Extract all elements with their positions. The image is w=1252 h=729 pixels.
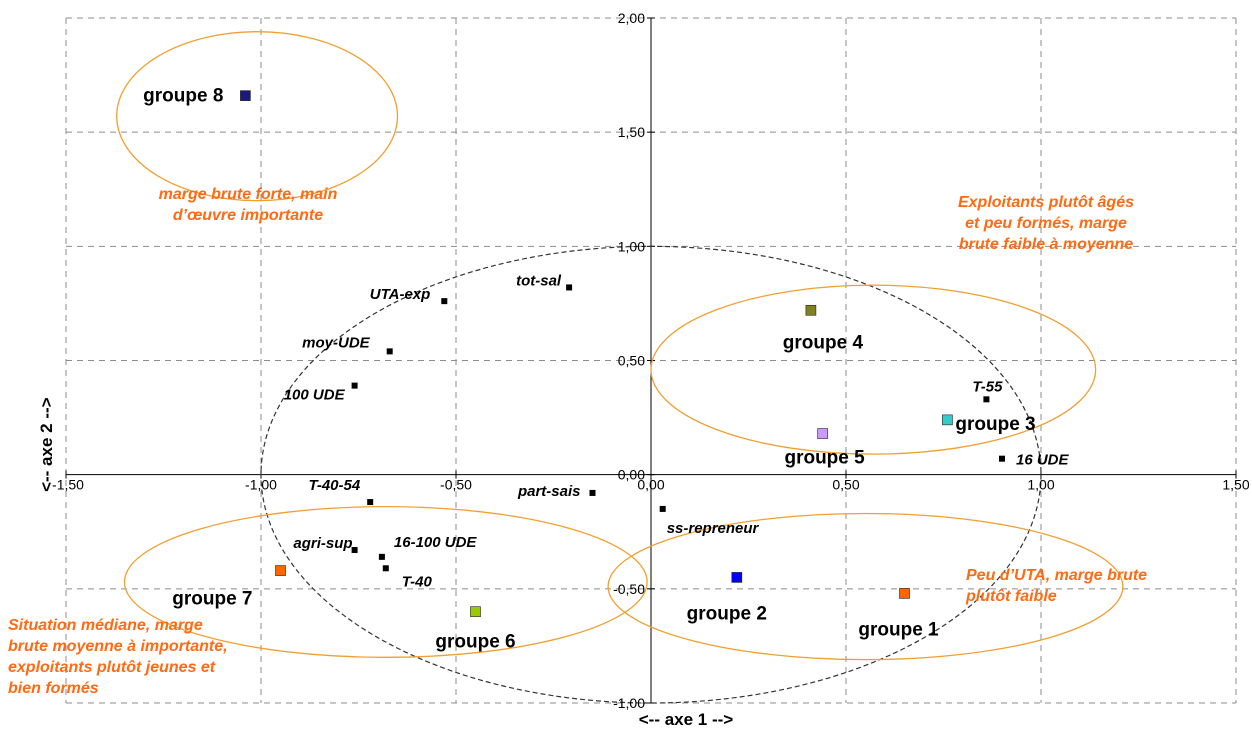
- cluster-ellipse: [607, 512, 1124, 661]
- annotation-line: et peu formés, marge: [965, 215, 1127, 232]
- variable-label: T-55: [972, 378, 1003, 395]
- y-tick-label: 0,50: [618, 353, 645, 369]
- variable-point: [659, 505, 666, 512]
- variable-point: [382, 565, 389, 572]
- variable-point: [983, 396, 990, 403]
- group-label: groupe 1: [858, 619, 939, 640]
- variable-label: moy-UDE: [302, 334, 371, 351]
- group-label: groupe 2: [687, 603, 767, 624]
- group-point: [805, 304, 817, 316]
- annotation-line: exploitants plutôt jeunes et: [8, 659, 216, 676]
- variable-point: [589, 489, 596, 496]
- variable-label: agri-sup: [293, 535, 352, 552]
- annotation-line: Peu d’UTA, marge brute: [966, 567, 1147, 584]
- variable-point: [386, 348, 393, 355]
- variable-points: tot-sal UTA-exp moy-UDE 100 UDE T-55 16 UDE T-…: [284, 272, 1070, 590]
- variable-point: [441, 298, 448, 305]
- x-tick-label: -1,50: [52, 477, 84, 493]
- variable-label: ss-repreneur: [667, 520, 760, 537]
- annotation-line: brute faible à moyenne: [959, 236, 1133, 253]
- variable-point: [351, 547, 358, 554]
- cluster-ellipse: [116, 31, 399, 202]
- annotation-line: Situation médiane, marge: [8, 617, 203, 634]
- variable-label: 100 UDE: [284, 387, 346, 404]
- group-point: [731, 572, 743, 583]
- group-point: [240, 90, 251, 101]
- group-point: [899, 588, 910, 599]
- variable-point: [367, 499, 374, 506]
- variable-label: T-40-54: [308, 477, 360, 494]
- group-point: [275, 565, 286, 576]
- annotation-text: Exploitants plutôt âgés et peu formés, ma…: [958, 194, 1134, 253]
- group-label: groupe 8: [143, 86, 223, 107]
- x-axis-title: <-- axe 1 -->: [639, 710, 734, 729]
- annotation-line: d’œuvre importante: [173, 207, 323, 224]
- variable-point: [351, 382, 358, 389]
- group-label: groupe 6: [435, 632, 515, 653]
- annotations: marge brute forte, main d’œuvre important…: [8, 186, 1147, 697]
- variable-point: [378, 553, 385, 560]
- variable-label: UTA-exp: [370, 286, 431, 303]
- x-tick-label: -1,00: [245, 477, 277, 493]
- group-label: groupe 4: [783, 332, 864, 353]
- y-tick-label: -1,00: [613, 695, 645, 711]
- x-tick-label: 1,50: [1222, 477, 1249, 493]
- group-point: [470, 606, 481, 617]
- annotation-line: marge brute forte, main: [159, 186, 338, 203]
- y-tick-label: -0,50: [613, 581, 645, 597]
- annotation-line: Exploitants plutôt âgés: [958, 194, 1134, 211]
- x-tick-label: 0,50: [832, 477, 859, 493]
- variable-label: T-40: [402, 573, 433, 590]
- variable-point: [566, 284, 573, 291]
- annotation-line: plutôt faible: [965, 588, 1057, 605]
- annotation-text: Situation médiane, marge brute moyenne à …: [8, 617, 228, 697]
- y-tick-label: 2,00: [618, 10, 645, 26]
- variable-label: tot-sal: [516, 272, 562, 289]
- annotation-line: bien formés: [8, 680, 99, 697]
- y-tick-label: 1,00: [618, 238, 645, 254]
- y-tick-label: 0,00: [618, 467, 645, 483]
- variable-point: [999, 455, 1005, 462]
- x-tick-label: 0,00: [637, 477, 664, 493]
- variable-label: part-sais: [517, 483, 581, 500]
- tick-labels: -1,50 -1,00 -0,50 0,00 0,50 1,00 1,50 -1,00 -0,5…: [52, 10, 1250, 711]
- correlation-circle: [260, 245, 1042, 704]
- cluster-ellipses: [116, 31, 1124, 704]
- y-tick-label: 1,50: [618, 124, 645, 140]
- annotation-line: brute moyenne à importante,: [8, 638, 228, 655]
- x-tick-label: 1,00: [1027, 477, 1054, 493]
- group-label: groupe 7: [172, 589, 252, 610]
- group-point: [817, 428, 828, 439]
- group-point: [942, 414, 953, 426]
- group-points: groupe 8 groupe 4 groupe 3 groupe 5 groupe 2…: [143, 86, 1035, 653]
- x-tick-label: -0,50: [440, 477, 472, 493]
- variable-label: 16-100 UDE: [394, 534, 478, 551]
- annotation-text: Peu d’UTA, marge brute plutôt faible: [965, 567, 1147, 605]
- group-label: groupe 3: [955, 414, 1035, 435]
- cluster-ellipse: [650, 284, 1097, 455]
- cluster-ellipse: [123, 505, 648, 658]
- group-label: groupe 5: [784, 448, 865, 469]
- variable-label: 16 UDE: [1016, 452, 1070, 469]
- annotation-text: marge brute forte, main d’œuvre important…: [159, 186, 338, 224]
- y-axis-title: <-- axe 2 -->: [37, 397, 56, 492]
